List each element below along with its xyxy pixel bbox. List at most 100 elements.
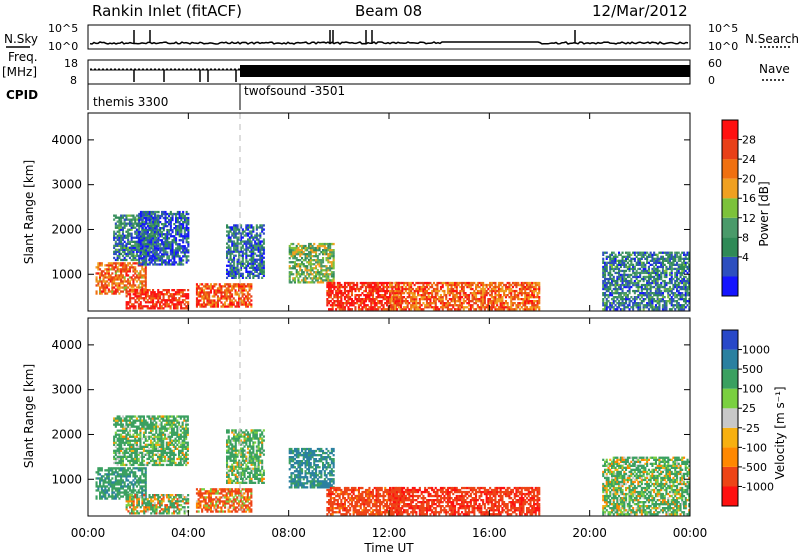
data-cell bbox=[123, 226, 126, 229]
data-cell bbox=[635, 275, 638, 279]
data-cell bbox=[313, 275, 316, 278]
data-cell bbox=[450, 304, 453, 307]
data-cell bbox=[225, 283, 228, 286]
data-cell bbox=[630, 281, 633, 285]
data-cell bbox=[227, 264, 230, 267]
data-cell bbox=[462, 285, 465, 289]
data-cell bbox=[639, 267, 642, 271]
velocity-data-cells bbox=[95, 415, 691, 516]
data-cell bbox=[386, 304, 389, 307]
data-cell bbox=[651, 267, 654, 271]
data-cell bbox=[262, 274, 265, 277]
data-cell bbox=[490, 294, 493, 297]
data-cell bbox=[684, 302, 687, 305]
data-cell bbox=[371, 298, 374, 301]
data-cell bbox=[604, 263, 607, 266]
data-cell bbox=[157, 244, 160, 247]
data-cell bbox=[642, 308, 645, 311]
data-cell bbox=[238, 262, 241, 265]
data-cell bbox=[679, 279, 682, 283]
data-cell bbox=[134, 284, 137, 287]
data-cell bbox=[654, 283, 657, 287]
data-cell bbox=[234, 293, 237, 296]
data-cell bbox=[132, 286, 135, 289]
data-cell bbox=[139, 307, 142, 310]
data-cell bbox=[161, 243, 164, 246]
data-cell bbox=[342, 304, 345, 307]
data-cell bbox=[162, 307, 165, 310]
data-cell bbox=[111, 280, 114, 283]
data-cell bbox=[161, 263, 164, 266]
data-cell bbox=[633, 265, 636, 269]
data-cell bbox=[457, 304, 460, 307]
data-cell bbox=[602, 283, 605, 287]
data-cell bbox=[168, 261, 171, 264]
data-cell bbox=[434, 296, 437, 299]
data-cell bbox=[482, 292, 485, 295]
data-cell bbox=[233, 244, 236, 247]
data-cell bbox=[642, 275, 645, 279]
data-cell bbox=[382, 298, 385, 301]
data-cell bbox=[243, 293, 246, 296]
data-cell bbox=[686, 279, 689, 283]
data-cell bbox=[302, 259, 305, 262]
colorbar-swatch bbox=[722, 256, 738, 277]
data-cell bbox=[511, 304, 514, 307]
data-cell bbox=[139, 291, 142, 294]
data-cell bbox=[145, 251, 148, 254]
data-cell bbox=[349, 283, 352, 287]
data-cell bbox=[604, 281, 607, 285]
data-cell bbox=[178, 235, 181, 238]
data-cell bbox=[123, 266, 126, 269]
data-cell bbox=[113, 290, 116, 293]
data-cell bbox=[123, 286, 126, 289]
data-cell bbox=[637, 279, 640, 283]
data-cell bbox=[391, 308, 394, 311]
data-cell bbox=[621, 289, 624, 293]
data-cell bbox=[320, 261, 323, 264]
data-cell bbox=[233, 266, 236, 269]
data-cell bbox=[496, 294, 499, 297]
freq-label: Freq. bbox=[8, 50, 38, 64]
data-cell bbox=[483, 298, 486, 301]
data-cell bbox=[364, 308, 367, 311]
data-cell bbox=[185, 301, 188, 304]
data-cell bbox=[152, 249, 155, 252]
data-cell bbox=[621, 279, 624, 283]
data-cell bbox=[132, 305, 135, 308]
data-cell bbox=[616, 302, 619, 305]
data-cell bbox=[332, 259, 335, 262]
data-cell bbox=[233, 250, 236, 253]
data-cell bbox=[127, 280, 130, 283]
data-cell bbox=[252, 236, 255, 239]
data-cell bbox=[635, 255, 638, 258]
data-cell bbox=[259, 224, 262, 227]
data-cell bbox=[209, 303, 212, 306]
data-cell bbox=[677, 308, 680, 311]
data-cell bbox=[625, 306, 628, 309]
data-cell bbox=[224, 289, 227, 292]
data-cell bbox=[306, 253, 309, 256]
data-cell bbox=[109, 268, 112, 271]
data-cell bbox=[127, 262, 130, 265]
data-cell bbox=[109, 290, 112, 293]
data-cell bbox=[304, 265, 307, 268]
data-cell bbox=[614, 296, 617, 299]
data-cell bbox=[392, 296, 395, 299]
data-cell bbox=[97, 266, 100, 269]
data-cell bbox=[432, 287, 435, 291]
data-cell bbox=[330, 263, 333, 266]
data-cell bbox=[333, 281, 336, 285]
data-cell bbox=[663, 251, 666, 254]
data-cell bbox=[255, 238, 258, 241]
data-cell bbox=[138, 249, 141, 252]
data-cell bbox=[350, 308, 353, 311]
data-cell bbox=[215, 305, 218, 308]
data-cell bbox=[670, 289, 673, 293]
data-cell bbox=[422, 298, 425, 301]
data-cell bbox=[134, 236, 137, 239]
data-cell bbox=[511, 298, 514, 301]
data-cell bbox=[429, 281, 432, 285]
data-cell bbox=[166, 261, 169, 264]
data-cell bbox=[504, 302, 507, 305]
